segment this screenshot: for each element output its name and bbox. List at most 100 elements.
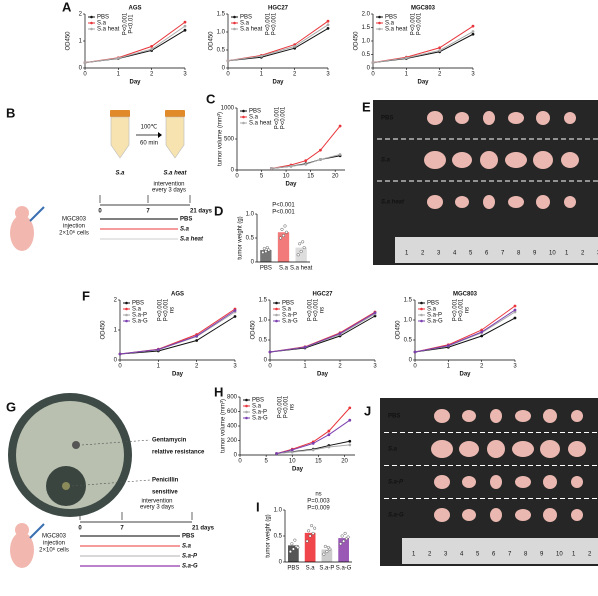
data-point [513, 316, 517, 320]
injection-note: injection [43, 541, 65, 547]
legend-marker [275, 313, 278, 317]
ruler-digit: 1 [572, 552, 576, 558]
data-point [290, 450, 294, 454]
legend-marker [245, 410, 248, 414]
mouse-head [15, 206, 29, 220]
syringe [29, 206, 45, 222]
data-point [195, 334, 199, 338]
ruler-digit: 6 [492, 552, 496, 558]
legend-marker [242, 109, 245, 113]
row-label: S.a [381, 158, 391, 164]
data-point [311, 442, 315, 445]
tumor [427, 195, 443, 209]
legend-label: PBS [282, 301, 294, 307]
legend-label: S.a [252, 404, 262, 410]
data-point [288, 550, 292, 554]
data-point [308, 534, 312, 538]
legend-label: S.a [97, 21, 107, 27]
data-point [339, 542, 343, 546]
data-point [319, 158, 322, 161]
tumor [543, 409, 557, 423]
y-tick-label: 1.0 [217, 30, 226, 36]
x-tick-label: S.a [306, 566, 316, 572]
bar [260, 250, 272, 262]
y-tick-label: 0.5 [274, 534, 283, 540]
y-axis-label: tumor volume (mm³) [218, 112, 224, 166]
data-point [282, 234, 286, 238]
annotation: ns [320, 307, 326, 313]
annotation: P<0.001 [278, 395, 284, 418]
y-tick-label: 0 [409, 358, 413, 364]
data-point [289, 164, 293, 168]
y-tick-label: 1.0 [274, 508, 283, 514]
tumor [540, 440, 560, 458]
data-point [290, 542, 294, 546]
injection-note: MGC803 [62, 217, 87, 223]
annotation: P<0.01 [129, 14, 135, 34]
tumor [571, 509, 583, 521]
data-point [513, 304, 517, 308]
x-tick-label: 0 [83, 72, 87, 78]
x-tick-label: 1 [303, 364, 307, 370]
annotation: ns [170, 307, 176, 313]
y-tick-label: 0 [114, 358, 118, 364]
data-point [348, 443, 352, 447]
y-tick-label: 1000 [221, 106, 235, 112]
x-tick-label: 1 [157, 364, 161, 370]
x-tick-label: S.a [279, 266, 289, 272]
data-point [156, 348, 160, 351]
tumor [564, 196, 576, 208]
y-tick-label: 2 [79, 12, 83, 18]
data-point [338, 332, 342, 335]
tumor [462, 410, 476, 422]
data-point [342, 539, 346, 543]
annotation: P<0.001 [459, 298, 465, 321]
group-label: S.a [180, 227, 190, 233]
x-axis-label: Day [129, 80, 141, 86]
y-axis-label: tumor volume (mm³) [221, 399, 227, 453]
legend-label: PBS [385, 15, 397, 21]
legend-marker [125, 307, 128, 311]
data-point [326, 19, 330, 23]
data-point [226, 59, 230, 63]
x-tick-label: 3 [183, 72, 187, 78]
data-point [326, 23, 330, 27]
data-point [513, 310, 517, 314]
data-point [262, 247, 266, 251]
drug-name: Gentamycin [152, 438, 187, 444]
data-point [446, 344, 450, 347]
plate-agar [16, 401, 124, 509]
legend-marker [275, 319, 278, 323]
mouse-body [10, 532, 34, 568]
data-point [310, 524, 314, 528]
group-label: S.a heat [180, 237, 204, 243]
legend-label: S.a [385, 21, 395, 27]
annotation: P<0.001 [164, 298, 170, 321]
arrow-head [158, 132, 162, 138]
y-tick-label: 2.0 [362, 12, 371, 18]
legend-label: PBS [97, 15, 109, 21]
data-point [340, 534, 344, 538]
tumor [487, 440, 505, 458]
legend-label: S.a-P [282, 313, 297, 319]
legend-label: S.a-G [282, 319, 298, 325]
tumor [455, 112, 469, 124]
annotation: ns [290, 404, 296, 410]
x-tick-label: 3 [471, 72, 475, 78]
legend-marker [378, 21, 381, 25]
data-point [303, 345, 307, 349]
annotation: P<0.001 [158, 298, 164, 321]
x-tick-label: 0 [413, 364, 417, 370]
ruler-digit: 2 [428, 552, 432, 558]
chart-title: MGC803 [453, 292, 478, 298]
chart-title: HGC27 [312, 292, 333, 298]
y-tick-label: 0.5 [217, 48, 226, 54]
data-point [195, 339, 199, 342]
tumor [483, 195, 495, 209]
ruler-digit: 3 [437, 251, 441, 257]
bar [295, 247, 307, 262]
data-point [438, 49, 442, 52]
x-tick-label: 3 [326, 72, 330, 78]
panel-letter: F [82, 288, 90, 303]
legend-label: S.a heat [97, 27, 120, 33]
